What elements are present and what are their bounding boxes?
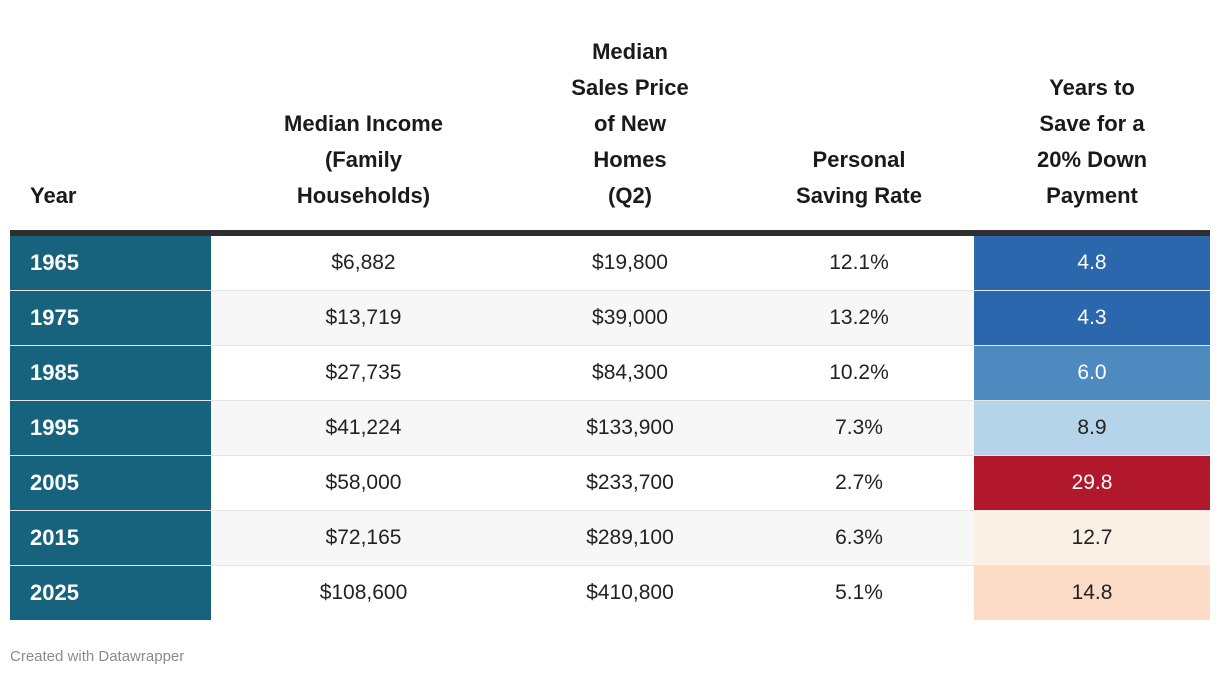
column-header-income: Median Income (Family Households) [284,111,443,208]
years-to-save-heatmap-cell: 14.8 [974,566,1210,620]
income-cell: $13,719 [325,306,402,329]
column-header-saving-rate: Personal Saving Rate [796,147,922,208]
income-cell: $72,165 [325,526,402,549]
table-row-1975: 1975 $13,719 $39,000 13.2% 4.3 [10,290,1210,345]
home-price-cell: $410,800 [586,581,674,604]
year-cell: 1985 [10,346,211,400]
income-cell: $41,224 [325,416,402,439]
saving-rate-cell: 7.3% [835,416,883,439]
years-to-save-heatmap-cell: 12.7 [974,511,1210,565]
home-price-cell: $289,100 [586,526,674,549]
year-cell: 2025 [10,566,211,620]
income-cell: $58,000 [325,471,402,494]
column-header-year: Year [30,183,77,208]
home-price-cell: $19,800 [592,251,668,274]
data-table: Year Median Income (Family Households) M… [10,0,1210,620]
table-row-1985: 1985 $27,735 $84,300 10.2% 6.0 [10,345,1210,400]
home-price-cell: $133,900 [586,416,674,439]
year-cell: 1965 [10,236,211,290]
column-header-home-price: Median Sales Price of New Homes (Q2) [571,39,689,208]
year-cell: 1995 [10,401,211,455]
home-price-cell: $84,300 [592,361,668,384]
income-cell: $6,882 [331,251,396,274]
saving-rate-cell: 10.2% [829,361,889,384]
saving-rate-cell: 6.3% [835,526,883,549]
year-cell: 2015 [10,511,211,565]
years-to-save-heatmap-cell: 4.3 [974,291,1210,345]
saving-rate-cell: 2.7% [835,471,883,494]
table-header-row: Year Median Income (Family Households) M… [10,0,1210,236]
saving-rate-cell: 12.1% [829,251,889,274]
table-row-2005: 2005 $58,000 $233,700 2.7% 29.8 [10,455,1210,510]
year-cell: 2005 [10,456,211,510]
table-body: 1965 $6,882 $19,800 12.1% 4.8 1975 $13,7… [10,236,1210,620]
table-row-1965: 1965 $6,882 $19,800 12.1% 4.8 [10,236,1210,290]
years-to-save-heatmap-cell: 4.8 [974,236,1210,290]
income-cell: $108,600 [319,581,408,604]
saving-rate-cell: 13.2% [829,306,889,329]
table-row-1995: 1995 $41,224 $133,900 7.3% 8.9 [10,400,1210,455]
years-to-save-heatmap-cell: 8.9 [974,401,1210,455]
column-header-years-to-save: Years to Save for a 20% Down Payment [1036,75,1148,208]
home-price-cell: $233,700 [586,471,674,494]
year-cell: 1975 [10,291,211,345]
table-row-2015: 2015 $72,165 $289,100 6.3% 12.7 [10,510,1210,565]
datawrapper-table-page: Year Median Income (Family Households) M… [10,0,1210,665]
income-cell: $27,735 [325,361,402,384]
saving-rate-cell: 5.1% [835,581,883,604]
table-row-2025: 2025 $108,600 $410,800 5.1% 14.8 [10,565,1210,620]
years-to-save-heatmap-cell: 6.0 [974,346,1210,400]
attribution: Created with Datawrapper [10,648,185,665]
years-to-save-heatmap-cell: 29.8 [974,456,1210,510]
home-price-cell: $39,000 [592,306,668,329]
